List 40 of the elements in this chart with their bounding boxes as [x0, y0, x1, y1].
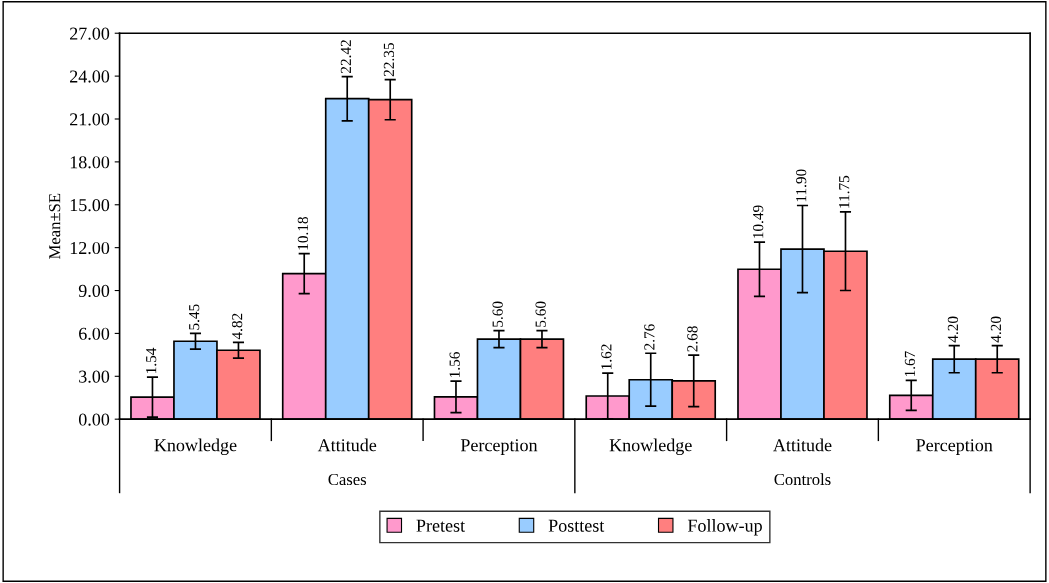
- data-label: 1.54: [146, 347, 157, 373]
- data-label: 5.45: [189, 304, 200, 330]
- x-tick-label: Perception: [460, 439, 538, 455]
- y-tick-label: 3.00: [79, 370, 110, 383]
- data-label: 2.68: [687, 326, 698, 352]
- data-label: 4.20: [947, 316, 959, 343]
- y-tick-label: 24.00: [70, 70, 110, 83]
- y-tick-label: 18.00: [70, 156, 110, 169]
- y-tick-label: 21.00: [70, 113, 110, 126]
- data-label: 10.49: [753, 205, 764, 238]
- x-tick-label: Attitude: [317, 438, 377, 452]
- legend-label: Posttest: [548, 519, 605, 532]
- legend-label: Pretest: [416, 519, 465, 532]
- text: Controls: [774, 473, 831, 486]
- data-label: 22.42: [340, 40, 352, 74]
- y-tick-label: 15.00: [70, 199, 110, 212]
- data-label: 11.90: [796, 169, 807, 202]
- data-label: 10.18: [297, 217, 309, 250]
- data-label: 5.60: [492, 301, 503, 327]
- legend-label: Follow-up: [687, 519, 762, 536]
- x-tick-label: Attitude: [773, 438, 832, 452]
- data-label: 4.82: [231, 313, 243, 340]
- data-label: 1.56: [449, 352, 460, 377]
- data-label: 22.35: [383, 43, 395, 77]
- x-tick-label: Perception: [916, 439, 993, 455]
- y-tick-label: 27.00: [70, 27, 110, 40]
- y-tick-label: 12.00: [70, 241, 110, 255]
- y-tick-label: 9.00: [78, 284, 110, 298]
- y-axis-title: Mean±SE: [49, 193, 61, 259]
- data-label: 2.76: [644, 324, 655, 350]
- x-tick-label: Knowledge: [609, 438, 692, 456]
- data-label: 5.60: [535, 301, 546, 327]
- x-tick-label: Knowledge: [154, 438, 237, 456]
- data-label: 1.67: [904, 351, 916, 377]
- y-tick-label: 6.00: [79, 327, 110, 340]
- text: Cases: [328, 473, 367, 486]
- y-tick-label: 0.00: [78, 413, 110, 426]
- data-label: 1.62: [601, 344, 612, 369]
- data-label: 4.20: [990, 316, 1002, 343]
- data-label: 11.75: [839, 175, 850, 208]
